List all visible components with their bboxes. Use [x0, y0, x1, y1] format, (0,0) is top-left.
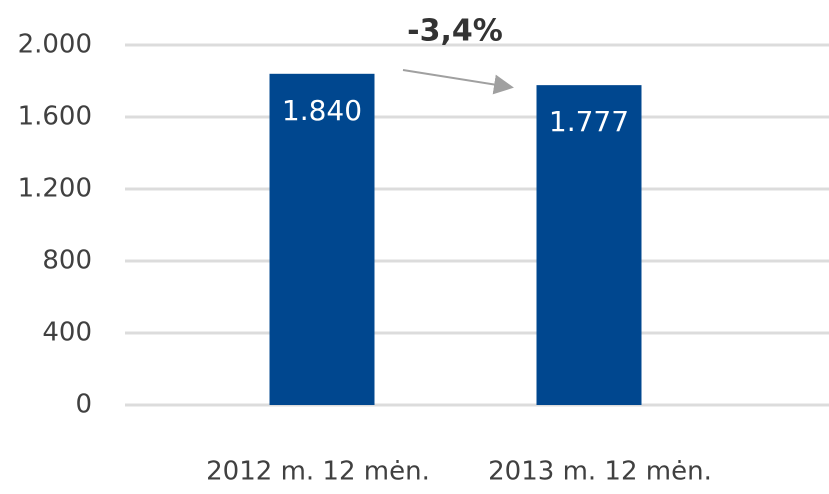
bar — [536, 85, 642, 405]
change-annotation: -3,4% — [407, 14, 503, 49]
x-tick-label: 2012 m. 12 mėn. — [206, 457, 430, 487]
x-tick-label: 2013 m. 12 mėn. — [488, 457, 712, 487]
y-tick-label: 0 — [75, 390, 92, 420]
bar — [269, 73, 375, 406]
y-tick-label: 400 — [42, 318, 92, 348]
y-tick-label: 2.000 — [18, 30, 92, 60]
value-label: 1.777 — [549, 105, 629, 138]
y-tick-label: 1.600 — [18, 102, 92, 132]
change-arrow — [402, 69, 514, 95]
value-label: 1.840 — [282, 94, 362, 127]
y-tick-label: 1.200 — [18, 174, 92, 204]
y-tick-label: 800 — [42, 246, 92, 276]
